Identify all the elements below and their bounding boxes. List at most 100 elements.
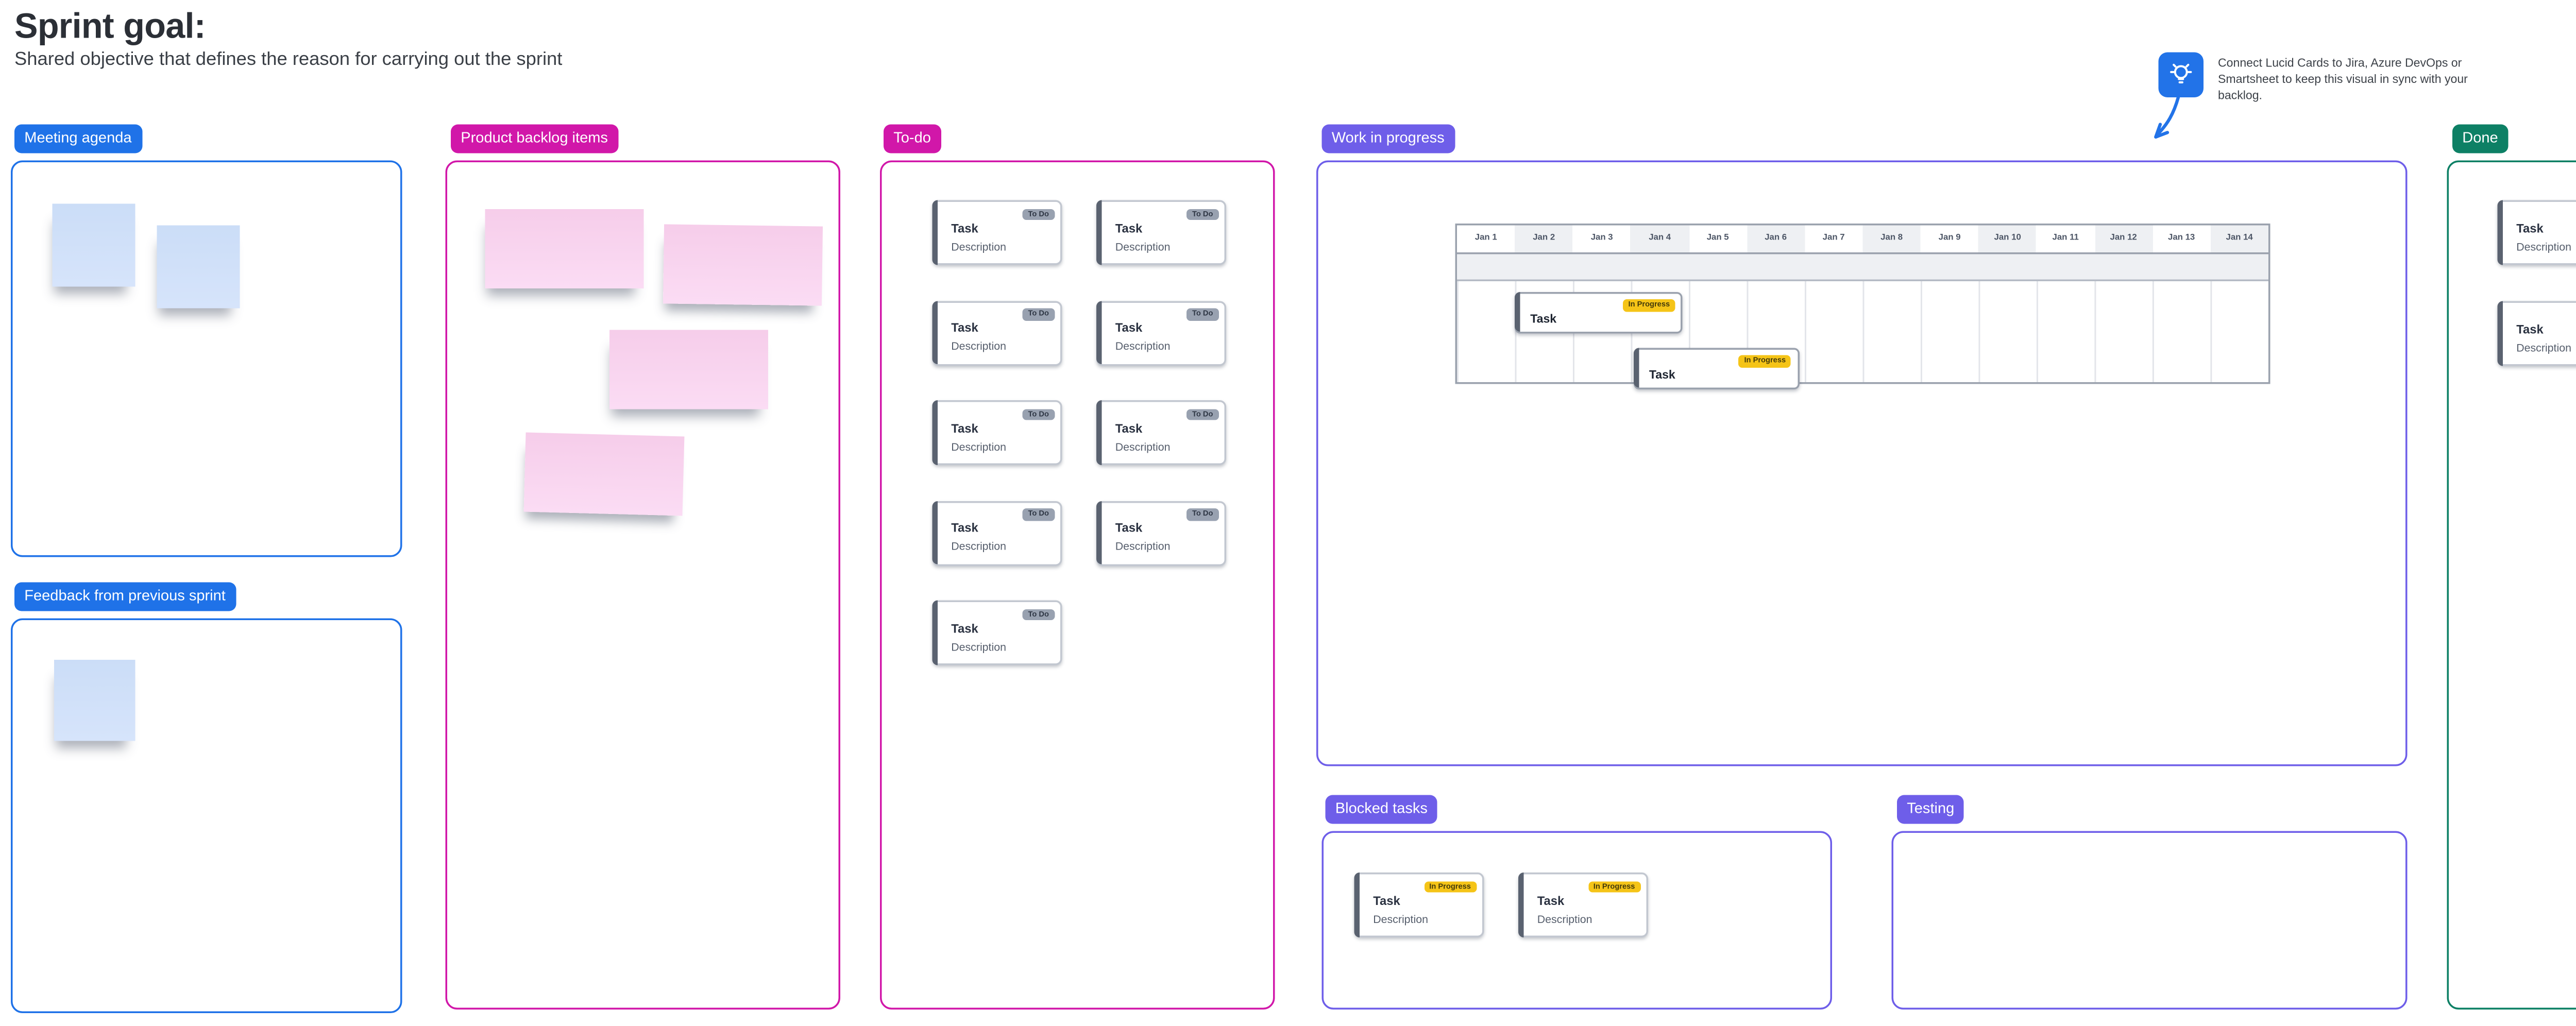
card-title: Task	[1373, 895, 1400, 908]
section-label-testing[interactable]: Testing	[1897, 795, 1964, 824]
card-title: Task	[951, 623, 978, 636]
gantt-day-label: Jan 10	[1978, 226, 2036, 252]
task-card[interactable]: To Do Task Description	[933, 400, 1062, 465]
section-label-wip[interactable]: Work in progress	[1322, 125, 1454, 153]
zone-todo[interactable]: To Do Task Description To Do Task Descri…	[880, 161, 1275, 1010]
card-title: Task	[1115, 423, 1143, 436]
gantt-day-label: Jan 13	[2153, 226, 2210, 252]
timeline-task-bar[interactable]: In Progress Task	[1515, 291, 1683, 333]
task-card[interactable]: To Do Task Description	[1096, 400, 1226, 465]
card-description: Description	[2516, 341, 2571, 354]
status-badge: In Progress	[1623, 299, 1675, 311]
zone-testing[interactable]	[1892, 831, 2408, 1010]
task-card[interactable]: Done Task Description	[2498, 200, 2576, 265]
section-label-done[interactable]: Done	[2452, 125, 2508, 153]
card-title: Task	[2516, 323, 2544, 336]
card-description: Description	[1373, 913, 1428, 926]
card-title: Task	[1115, 523, 1143, 536]
gantt-day-label: Jan 3	[1573, 226, 1631, 252]
card-title: Task	[1649, 370, 1675, 383]
curved-arrow-icon	[2148, 94, 2195, 148]
status-badge: In Progress	[1588, 881, 1640, 893]
page-subtitle: Shared objective that defines the reason…	[14, 49, 562, 70]
task-card[interactable]: To Do Task Description	[933, 300, 1062, 365]
zone-backlog[interactable]	[446, 161, 841, 1010]
card-description: Description	[1537, 913, 1592, 926]
sticky-note[interactable]	[485, 209, 644, 288]
task-card[interactable]: In Progress Task Description	[1518, 873, 1648, 937]
tip-text: Connect Lucid Cards to Jira, Azure DevOp…	[2218, 55, 2487, 106]
section-label-todo[interactable]: To-do	[884, 125, 941, 153]
card-title: Task	[2516, 223, 2544, 235]
page-title: Sprint goal:	[14, 7, 206, 49]
status-badge: To Do	[1187, 309, 1218, 320]
card-description: Description	[1115, 441, 1171, 454]
card-title: Task	[1115, 223, 1143, 235]
task-card[interactable]: To Do Task Description	[933, 601, 1062, 665]
task-card[interactable]: To Do Task Description	[933, 500, 1062, 565]
timeline-summary-band	[1457, 253, 2268, 281]
gantt-day-label: Jan 7	[1805, 226, 1862, 252]
card-description: Description	[951, 241, 1006, 253]
status-badge: To Do	[1023, 508, 1054, 520]
gantt-day-label: Jan 11	[2037, 226, 2094, 252]
timeline-rows: In Progress Task In Progress Task	[1457, 280, 2268, 382]
status-badge: In Progress	[1739, 355, 1791, 367]
status-badge: In Progress	[1425, 881, 1476, 893]
card-description: Description	[1115, 241, 1171, 253]
gantt-day-label: Jan 5	[1689, 226, 1747, 252]
status-badge: To Do	[1023, 408, 1054, 420]
sticky-note[interactable]	[157, 226, 240, 309]
status-badge: To Do	[1023, 208, 1054, 220]
lightbulb-icon	[2159, 53, 2204, 98]
task-card[interactable]: In Progress Task Description	[1354, 873, 1484, 937]
card-title: Task	[951, 223, 978, 235]
card-title: Task	[1115, 323, 1143, 336]
sticky-note[interactable]	[53, 204, 135, 287]
card-description: Description	[1115, 341, 1171, 354]
sticky-note[interactable]	[524, 432, 685, 516]
card-title: Task	[951, 423, 978, 436]
gantt-day-label: Jan 12	[2094, 226, 2152, 252]
sticky-note[interactable]	[609, 330, 768, 409]
zone-done[interactable]: Done Task Description Done Task Descript…	[2447, 161, 2576, 1010]
timeline-task-bar[interactable]: In Progress Task	[1634, 347, 1799, 389]
zone-feedback[interactable]	[11, 619, 402, 1014]
section-label-feedback[interactable]: Feedback from previous sprint	[14, 583, 235, 611]
task-card[interactable]: To Do Task Description	[1096, 500, 1226, 565]
status-badge: To Do	[1023, 608, 1054, 620]
task-card[interactable]: To Do Task Description	[1096, 300, 1226, 365]
status-badge: To Do	[1187, 408, 1218, 420]
card-description: Description	[1115, 541, 1171, 554]
task-card[interactable]: To Do Task Description	[933, 200, 1062, 265]
section-label-backlog[interactable]: Product backlog items	[451, 125, 618, 153]
status-badge: To Do	[1023, 309, 1054, 320]
zone-blocked[interactable]: In Progress Task Description In Progress…	[1322, 831, 1833, 1010]
gantt-day-label: Jan 1	[1457, 226, 1515, 252]
card-description: Description	[2516, 241, 2571, 253]
section-label-blocked[interactable]: Blocked tasks	[1326, 795, 1438, 824]
gantt-day-label: Jan 6	[1747, 226, 1804, 252]
section-label-meeting-agenda[interactable]: Meeting agenda	[14, 125, 142, 153]
zone-meeting-agenda[interactable]	[11, 161, 402, 557]
card-title: Task	[951, 323, 978, 336]
card-title: Task	[1537, 895, 1565, 908]
card-description: Description	[951, 341, 1006, 354]
task-card[interactable]: Done Task Description	[2498, 301, 2576, 366]
gantt-day-label: Jan 9	[1921, 226, 1978, 252]
gantt-day-label: Jan 2	[1515, 226, 1572, 252]
card-description: Description	[951, 641, 1006, 654]
card-description: Description	[951, 541, 1006, 554]
card-title: Task	[1530, 314, 1556, 327]
sticky-note[interactable]	[54, 660, 135, 741]
gantt-day-label: Jan 4	[1631, 226, 1688, 252]
card-description: Description	[951, 441, 1006, 454]
status-badge: To Do	[1187, 208, 1218, 220]
sticky-note[interactable]	[663, 224, 823, 305]
status-badge: To Do	[1187, 508, 1218, 520]
task-card[interactable]: To Do Task Description	[1096, 200, 1226, 265]
